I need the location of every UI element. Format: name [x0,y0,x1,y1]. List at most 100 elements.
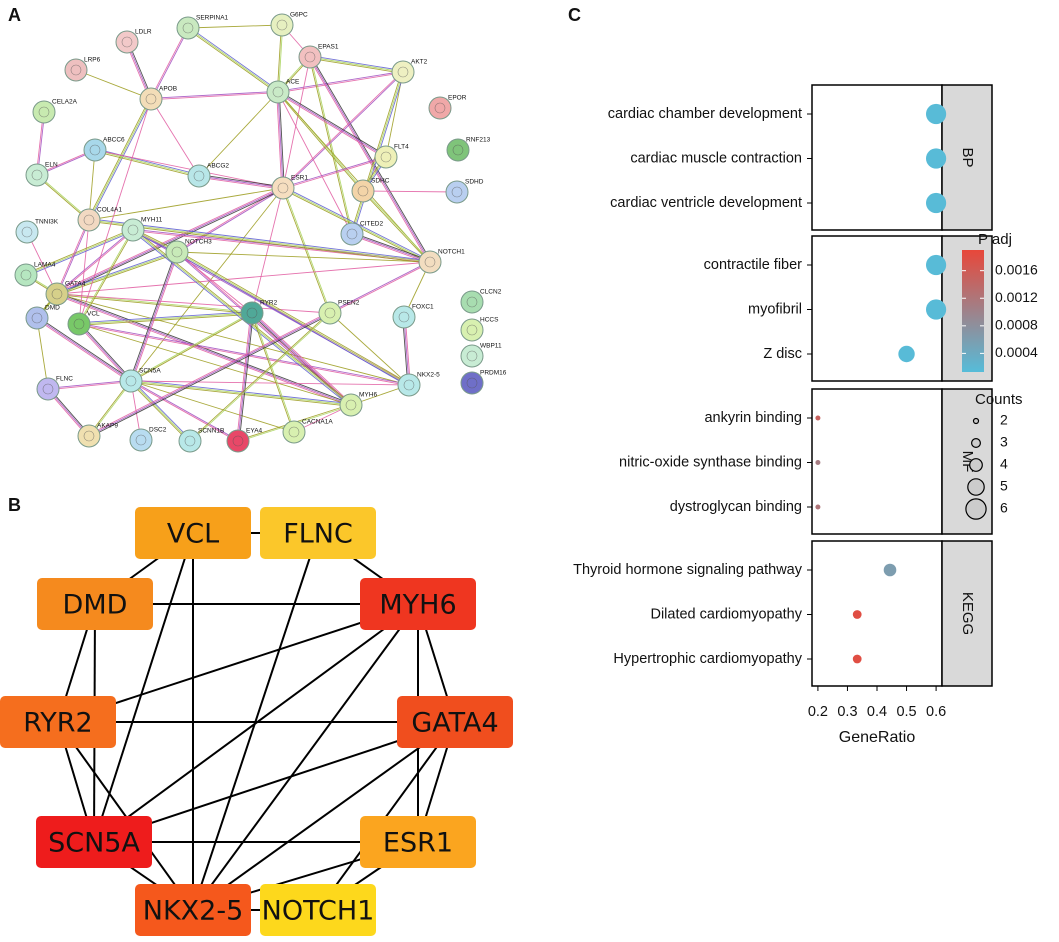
y-tick-label: dystroglycan binding [670,499,802,515]
edge [89,99,153,221]
edge [131,379,192,441]
edge [78,323,132,382]
node-label: AKT2 [411,59,428,66]
edge [282,56,311,189]
node-inner [304,51,316,63]
edge [130,251,178,382]
node-inner [42,383,54,395]
dot [883,563,897,577]
edge [237,312,253,442]
edge [198,91,279,177]
edge [56,250,177,294]
node-label: DMD [63,590,128,621]
node-label: ELN [45,162,58,169]
size-key-label: 5 [1000,478,1008,494]
node [64,58,88,82]
node-label: SDHC [371,178,390,185]
dot [925,103,947,125]
edge [95,148,200,176]
node-inner [127,224,139,236]
node [135,507,251,559]
node-inner [277,182,289,194]
node-label: NKX2-5 [417,372,440,379]
node-label: CITED2 [360,221,384,228]
node-inner [397,66,409,78]
colorbar-label: 0.0004 [995,344,1038,360]
edge [87,98,151,220]
edge [310,56,432,262]
node-label: WBP11 [480,343,502,350]
edge [78,312,253,325]
node [428,96,452,120]
edge [36,318,131,383]
node-label: SERPINA1 [196,15,229,22]
node-inner [324,307,336,319]
size-key-label: 6 [1000,500,1008,516]
y-tick-label: Dilated cardiomyopathy [650,606,802,622]
node-label: ACE [286,79,300,86]
node-inner [345,399,357,411]
edge [78,229,133,324]
node [460,290,484,314]
node-inner [38,106,50,118]
node [445,180,469,204]
edge [329,312,410,386]
node-inner [193,170,205,182]
panel-c: BP cardiac chamber development cardiac mus… [573,84,1038,746]
edge [278,91,285,188]
edge [176,251,410,386]
edge [89,218,431,262]
size-key [967,478,985,496]
y-tick-label: contractile fiber [704,257,802,273]
node [340,222,364,246]
y-tick-label: Hypertrophic cardiomyopathy [613,651,802,667]
node-label: FLNC [283,519,353,550]
node-inner [73,318,85,330]
node-label: NOTCH1 [262,896,375,927]
edge [283,72,404,189]
node-inner [135,434,147,446]
edge [309,56,431,263]
edge [177,250,410,385]
node-label: AKAP9 [97,423,118,430]
node-inner [20,269,32,281]
edge [277,70,403,92]
node-inner [272,86,284,98]
node [0,696,116,748]
node [36,377,60,401]
y-tick-label: myofibril [748,301,802,317]
node-inner [31,312,43,324]
edge [277,92,386,159]
x-tick-label: 0.3 [837,704,857,720]
node-inner [466,296,478,308]
edge [187,24,283,29]
node-inner [83,214,95,226]
edge [88,187,284,221]
size-key [970,438,981,449]
node [187,164,211,188]
edge [151,92,279,101]
edge [56,294,252,315]
node [460,318,484,342]
node-label: CLCN2 [480,289,502,296]
node-label: GATA4 [65,281,86,288]
node-inner [398,311,410,323]
size-key [965,498,987,520]
edge [309,57,403,74]
edge [89,381,132,437]
node [139,87,163,111]
dot [925,148,947,169]
node [226,429,250,453]
edge [236,312,252,441]
node-inner [424,256,436,268]
edge [283,157,387,190]
node-label: LDLR [135,29,152,36]
dot [925,254,947,276]
node-inner [232,435,244,447]
edge [56,261,431,295]
dot [925,192,947,214]
node [67,312,91,336]
colorbar [962,250,984,372]
node-label: DSC2 [149,427,167,434]
y-tick-label: Thyroid hormone signaling pathway [573,562,803,578]
